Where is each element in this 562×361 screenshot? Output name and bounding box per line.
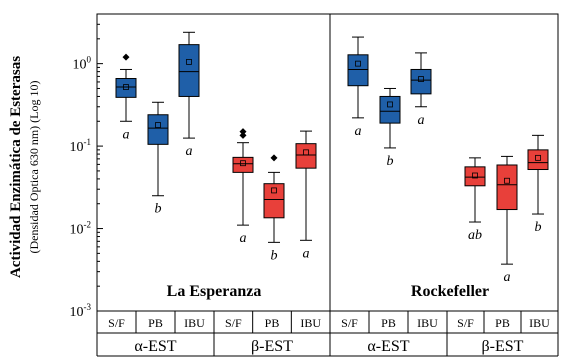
y-axis-label: Actividad Enzimática de Esterasas	[8, 56, 24, 278]
mean-marker	[271, 187, 277, 194]
outlier-point	[239, 131, 247, 139]
category-table: S/F PB IBU α-EST S/F PB IBU β-EST S/F PB IBU α-EST S…	[96, 311, 559, 357]
significance-label: a	[240, 231, 247, 246]
mean-marker	[355, 60, 361, 67]
mean-marker	[240, 160, 246, 167]
treatment-label: PB	[148, 316, 163, 330]
site-label-rockefeller: Rockefeller	[411, 283, 489, 300]
mean-marker	[186, 58, 192, 65]
box-iqr	[496, 164, 518, 211]
mean-marker	[123, 84, 129, 90]
box-series	[115, 31, 549, 265]
box-9	[410, 52, 432, 108]
box-iqr	[379, 95, 401, 124]
y-tick-label: 10-2	[70, 220, 92, 238]
outlier-point	[122, 53, 130, 61]
box-iqr	[347, 54, 369, 87]
treatment-label: PB	[381, 316, 396, 330]
significance-label: b	[155, 202, 162, 217]
enzyme-label: β-EST	[251, 338, 293, 355]
mean-marker	[155, 122, 161, 128]
box-10	[464, 157, 486, 223]
mean-marker	[472, 172, 478, 179]
box-iqr	[263, 183, 285, 219]
outlier-point	[270, 154, 278, 162]
y-axis-sublabel: (Densidad Optica 630 nm) (Log 10)	[27, 81, 41, 254]
box-6	[295, 130, 317, 241]
box-4	[232, 128, 254, 226]
mean-marker	[535, 154, 541, 161]
significance-label: b	[271, 248, 278, 263]
significance-label: b	[535, 220, 542, 235]
box-iqr	[147, 114, 169, 145]
treatment-label: IBU	[184, 316, 205, 330]
box-iqr	[464, 166, 486, 187]
box-iqr	[527, 149, 549, 171]
treatment-label: IBU	[417, 316, 438, 330]
plot-area	[96, 13, 559, 312]
significance-label: b	[387, 154, 394, 169]
box-iqr	[295, 143, 317, 169]
y-tick-label: 10-3	[70, 302, 92, 320]
significance-label: a	[123, 127, 130, 142]
mean-marker	[387, 101, 393, 108]
treatment-label: S/F	[457, 316, 474, 330]
box-iqr	[232, 156, 254, 173]
enzyme-label: β-EST	[482, 338, 524, 355]
box-11	[496, 155, 518, 265]
significance-label: a	[418, 113, 425, 128]
enzyme-label: α-EST	[367, 338, 409, 355]
site-label-la-esperanza: La Esperanza	[167, 283, 262, 300]
box-2	[147, 101, 169, 197]
y-tick-label: 10-1	[70, 137, 92, 155]
box-iqr	[115, 78, 137, 98]
significance-label: a	[186, 144, 193, 159]
treatment-label: S/F	[108, 316, 125, 330]
mean-marker	[418, 76, 424, 82]
mean-marker	[504, 177, 510, 184]
box-7	[347, 36, 369, 119]
box-1	[115, 53, 137, 122]
box-3	[178, 31, 200, 139]
enzyme-label: α-EST	[134, 338, 176, 355]
box-12	[527, 134, 549, 215]
y-tick-label: 100	[73, 55, 92, 73]
box-iqr	[178, 44, 200, 97]
significance-label: a	[504, 270, 511, 285]
treatment-label: PB	[265, 316, 280, 330]
y-axis-label-group: Actividad Enzimática de Esterasas (Densi…	[8, 56, 41, 278]
box-8	[379, 87, 401, 149]
treatment-label: IBU	[529, 316, 550, 330]
treatment-label: S/F	[341, 316, 358, 330]
outlier-point	[239, 128, 247, 136]
significance-label: ab	[468, 228, 482, 243]
treatment-label: S/F	[225, 316, 242, 330]
site-labels: La Esperanza Rockefeller	[167, 283, 489, 300]
box-5	[263, 154, 285, 243]
treatment-label: IBU	[300, 316, 321, 330]
y-axis-ticks: 100 10-1 10-2 10-3	[70, 13, 103, 320]
significance-label: a	[355, 124, 362, 139]
treatment-label: PB	[495, 316, 510, 330]
significance-label: a	[303, 246, 310, 261]
mean-marker	[303, 149, 309, 156]
plot-frame	[96, 13, 559, 312]
